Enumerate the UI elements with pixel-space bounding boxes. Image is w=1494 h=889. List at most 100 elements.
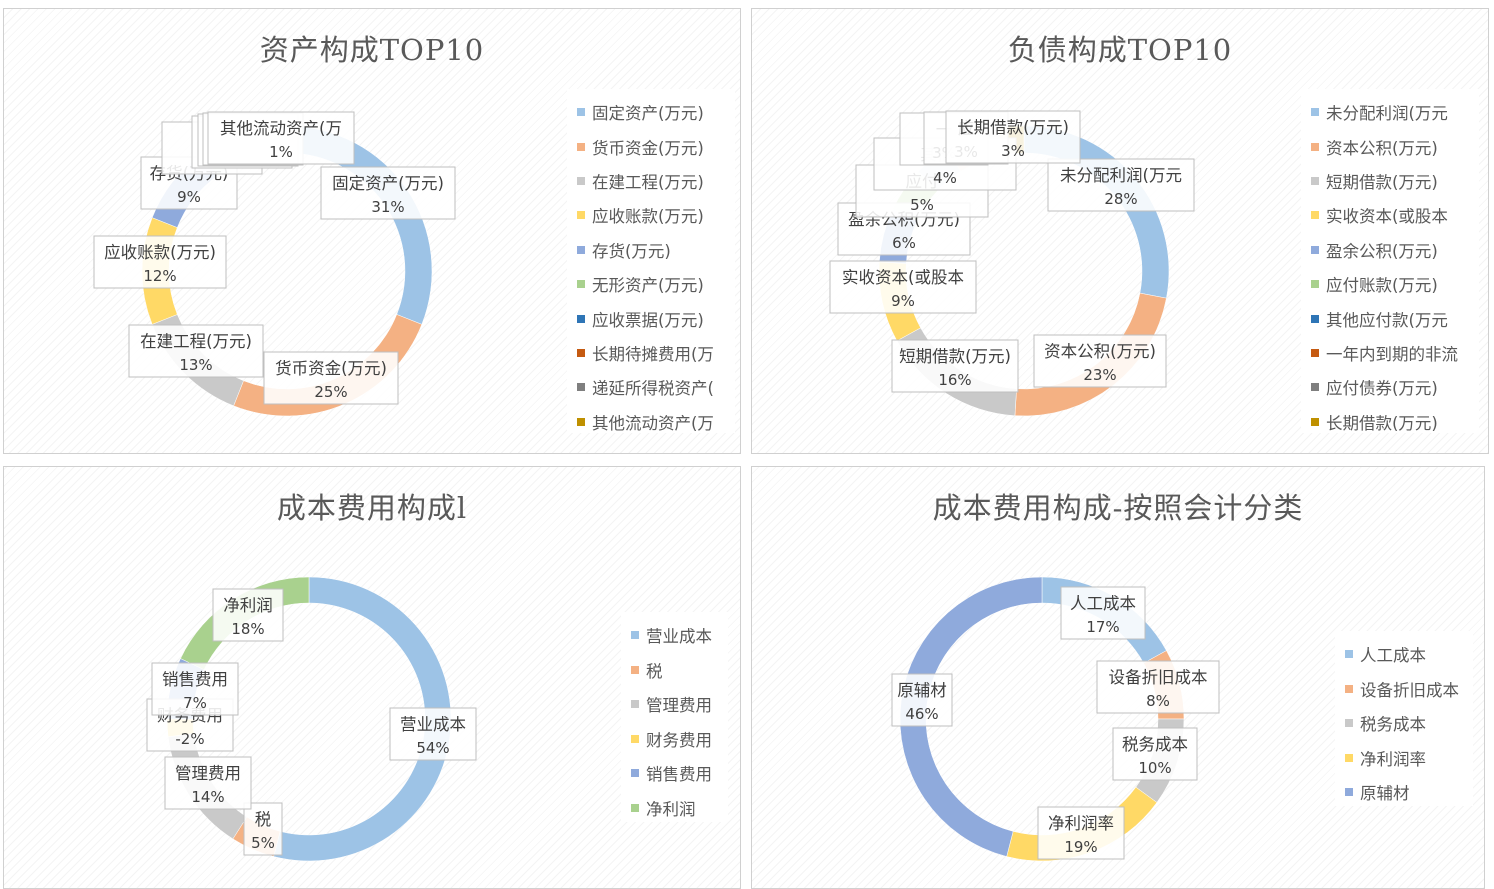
data-label-name: 设备折旧成本 xyxy=(1109,668,1208,687)
legend-item: 固定资产(万元) xyxy=(577,95,725,129)
legend-item: 长期借款(万元) xyxy=(1311,405,1469,439)
legend-swatch xyxy=(1345,753,1353,762)
legend-item: 存货(万元) xyxy=(577,233,725,267)
data-label-value: 8% xyxy=(1146,692,1170,710)
chart-legend: 固定资产(万元) 货币资金(万元) 在建工程(万元) 应收账款(万元) 存货(万元) 无形… xyxy=(567,89,735,433)
legend-item: 在建工程(万元) xyxy=(577,164,725,198)
data-label: 原辅材 46% xyxy=(891,673,953,727)
legend-label: 货币资金(万元) xyxy=(592,138,704,158)
legend-item: 盈余公积(万元) xyxy=(1311,233,1469,267)
data-label-name: 长期借款(万元) xyxy=(957,118,1069,137)
data-label-box xyxy=(829,260,977,314)
data-label-name: 原辅材 xyxy=(897,681,947,700)
legend-label: 营业成本 xyxy=(646,627,712,647)
legend-label: 管理费用 xyxy=(646,696,712,716)
data-label-value: 18% xyxy=(231,620,264,638)
data-label: 在建工程(万元) 13% xyxy=(128,324,264,378)
data-label-box xyxy=(891,339,1019,393)
legend-label: 固定资产(万元) xyxy=(592,104,704,124)
legend-item: 管理费用 xyxy=(631,687,718,722)
legend-item: 净利润 xyxy=(631,791,718,826)
legend-swatch xyxy=(577,176,585,185)
data-label-name: 未分配利润(万元 xyxy=(1060,166,1182,185)
data-label: 资本公积(万元) 23% xyxy=(1033,334,1167,388)
legend-swatch xyxy=(577,348,585,357)
chart-panel-assets: 资产构成TOP10 固定资产(万元) 31% 货币资金(万元) 25% 在建工程(万元)… xyxy=(3,8,741,454)
legend-swatch xyxy=(1311,280,1319,289)
legend-item: 一年内到期的非流 xyxy=(1311,336,1469,370)
legend-swatch xyxy=(1311,314,1319,323)
data-label-box xyxy=(93,235,227,289)
legend-item: 递延所得税资产( xyxy=(577,370,725,404)
legend-swatch xyxy=(631,700,639,709)
legend-swatch xyxy=(1311,108,1319,117)
data-label-name: 在建工程(万元) xyxy=(140,332,252,351)
data-label-box xyxy=(212,588,284,642)
chart-panel-cost-accounting: 成本费用构成-按照会计分类 人工成本 17% 设备折旧成本 8% 税务成本 10% 净利润率… xyxy=(751,466,1485,889)
legend-swatch xyxy=(577,383,585,392)
data-label-name: 固定资产(万元) xyxy=(332,174,444,193)
data-label-value: 25% xyxy=(314,383,347,401)
legend-item: 货币资金(万元) xyxy=(577,129,725,163)
legend-swatch xyxy=(1311,142,1319,151)
legend-swatch xyxy=(631,734,639,743)
data-label-value: 9% xyxy=(891,292,915,310)
data-label-box xyxy=(891,673,953,727)
data-label: 销售费用 7% xyxy=(151,662,239,716)
legend-label: 设备折旧成本 xyxy=(1360,680,1459,700)
doughnut-slice xyxy=(273,576,452,862)
legend-swatch xyxy=(1345,650,1353,659)
legend-swatch xyxy=(1311,176,1319,185)
data-label-name: 短期借款(万元) xyxy=(899,347,1011,366)
data-label-value: 28% xyxy=(1104,190,1137,208)
legend-label: 应收票据(万元) xyxy=(592,310,704,330)
data-label-value: 12% xyxy=(143,267,176,285)
doughnut-chart-assets: 固定资产(万元) 31% 货币资金(万元) 25% 在建工程(万元) 13% 应收账款(万元… xyxy=(93,111,456,417)
legend-swatch xyxy=(577,108,585,117)
data-label-value: 7% xyxy=(183,694,207,712)
data-label: 未分配利润(万元 28% xyxy=(1047,158,1195,212)
data-label-value: 6% xyxy=(892,234,916,252)
data-label: 短期借款(万元) 16% xyxy=(891,339,1019,393)
data-label-box xyxy=(1037,806,1125,860)
legend-label: 在建工程(万元) xyxy=(592,172,704,192)
data-labels: 固定资产(万元) 31% 货币资金(万元) 25% 在建工程(万元) 13% 应收账款(万元… xyxy=(93,111,456,405)
legend-label: 人工成本 xyxy=(1360,646,1426,666)
data-label-name: 销售费用 xyxy=(162,670,228,689)
chart-legend: 营业成本税管理费用 财务费用 销售费用 净利润 xyxy=(621,612,728,822)
data-label-value: 16% xyxy=(938,371,971,389)
legend-swatch xyxy=(631,631,639,640)
chart-title: 资产构成TOP10 xyxy=(259,33,485,67)
chart-legend: 未分配利润(万元 资本公积(万元) 短期借款(万元) 实收资本(或股本 盈余公积(万元)… xyxy=(1301,89,1479,433)
data-label-name: 人工成本 xyxy=(1070,594,1136,613)
data-label-name: 管理费用 xyxy=(175,764,241,783)
legend-item: 应付账款(万元) xyxy=(1311,267,1469,301)
legend-item: 财务费用 xyxy=(631,722,718,757)
legend-swatch xyxy=(577,417,585,426)
legend-swatch xyxy=(577,142,585,151)
legend-swatch xyxy=(1345,684,1353,693)
data-label-name: 其他流动资产(万 xyxy=(220,119,342,138)
legend-item: 原辅材 xyxy=(1345,775,1463,810)
data-label-value: 4% xyxy=(933,169,957,187)
data-label-box xyxy=(1112,727,1198,781)
data-label: 其他流动资产(万 1% xyxy=(207,111,355,165)
legend-label: 原辅材 xyxy=(1360,784,1410,804)
legend-item: 税务成本 xyxy=(1345,706,1463,741)
legend-label: 应付账款(万元) xyxy=(1326,276,1438,296)
legend-swatch xyxy=(1345,788,1353,797)
chart-title: 成本费用构成l xyxy=(276,491,468,525)
data-label-value: 5% xyxy=(910,196,934,214)
data-label-box xyxy=(1047,158,1195,212)
data-label-value: 31% xyxy=(371,198,404,216)
data-label-box xyxy=(1033,334,1167,388)
legend-label: 净利润率 xyxy=(1360,749,1426,769)
legend-swatch xyxy=(577,245,585,254)
legend-label: 应付债券(万元) xyxy=(1326,379,1438,399)
legend-label: 财务费用 xyxy=(646,730,712,750)
legend-label: 长期借款(万元) xyxy=(1326,413,1438,433)
chart-title: 成本费用构成-按照会计分类 xyxy=(932,491,1304,525)
legend-label: 实收资本(或股本 xyxy=(1326,207,1448,227)
data-label-name: 应收账款(万元) xyxy=(104,243,216,262)
